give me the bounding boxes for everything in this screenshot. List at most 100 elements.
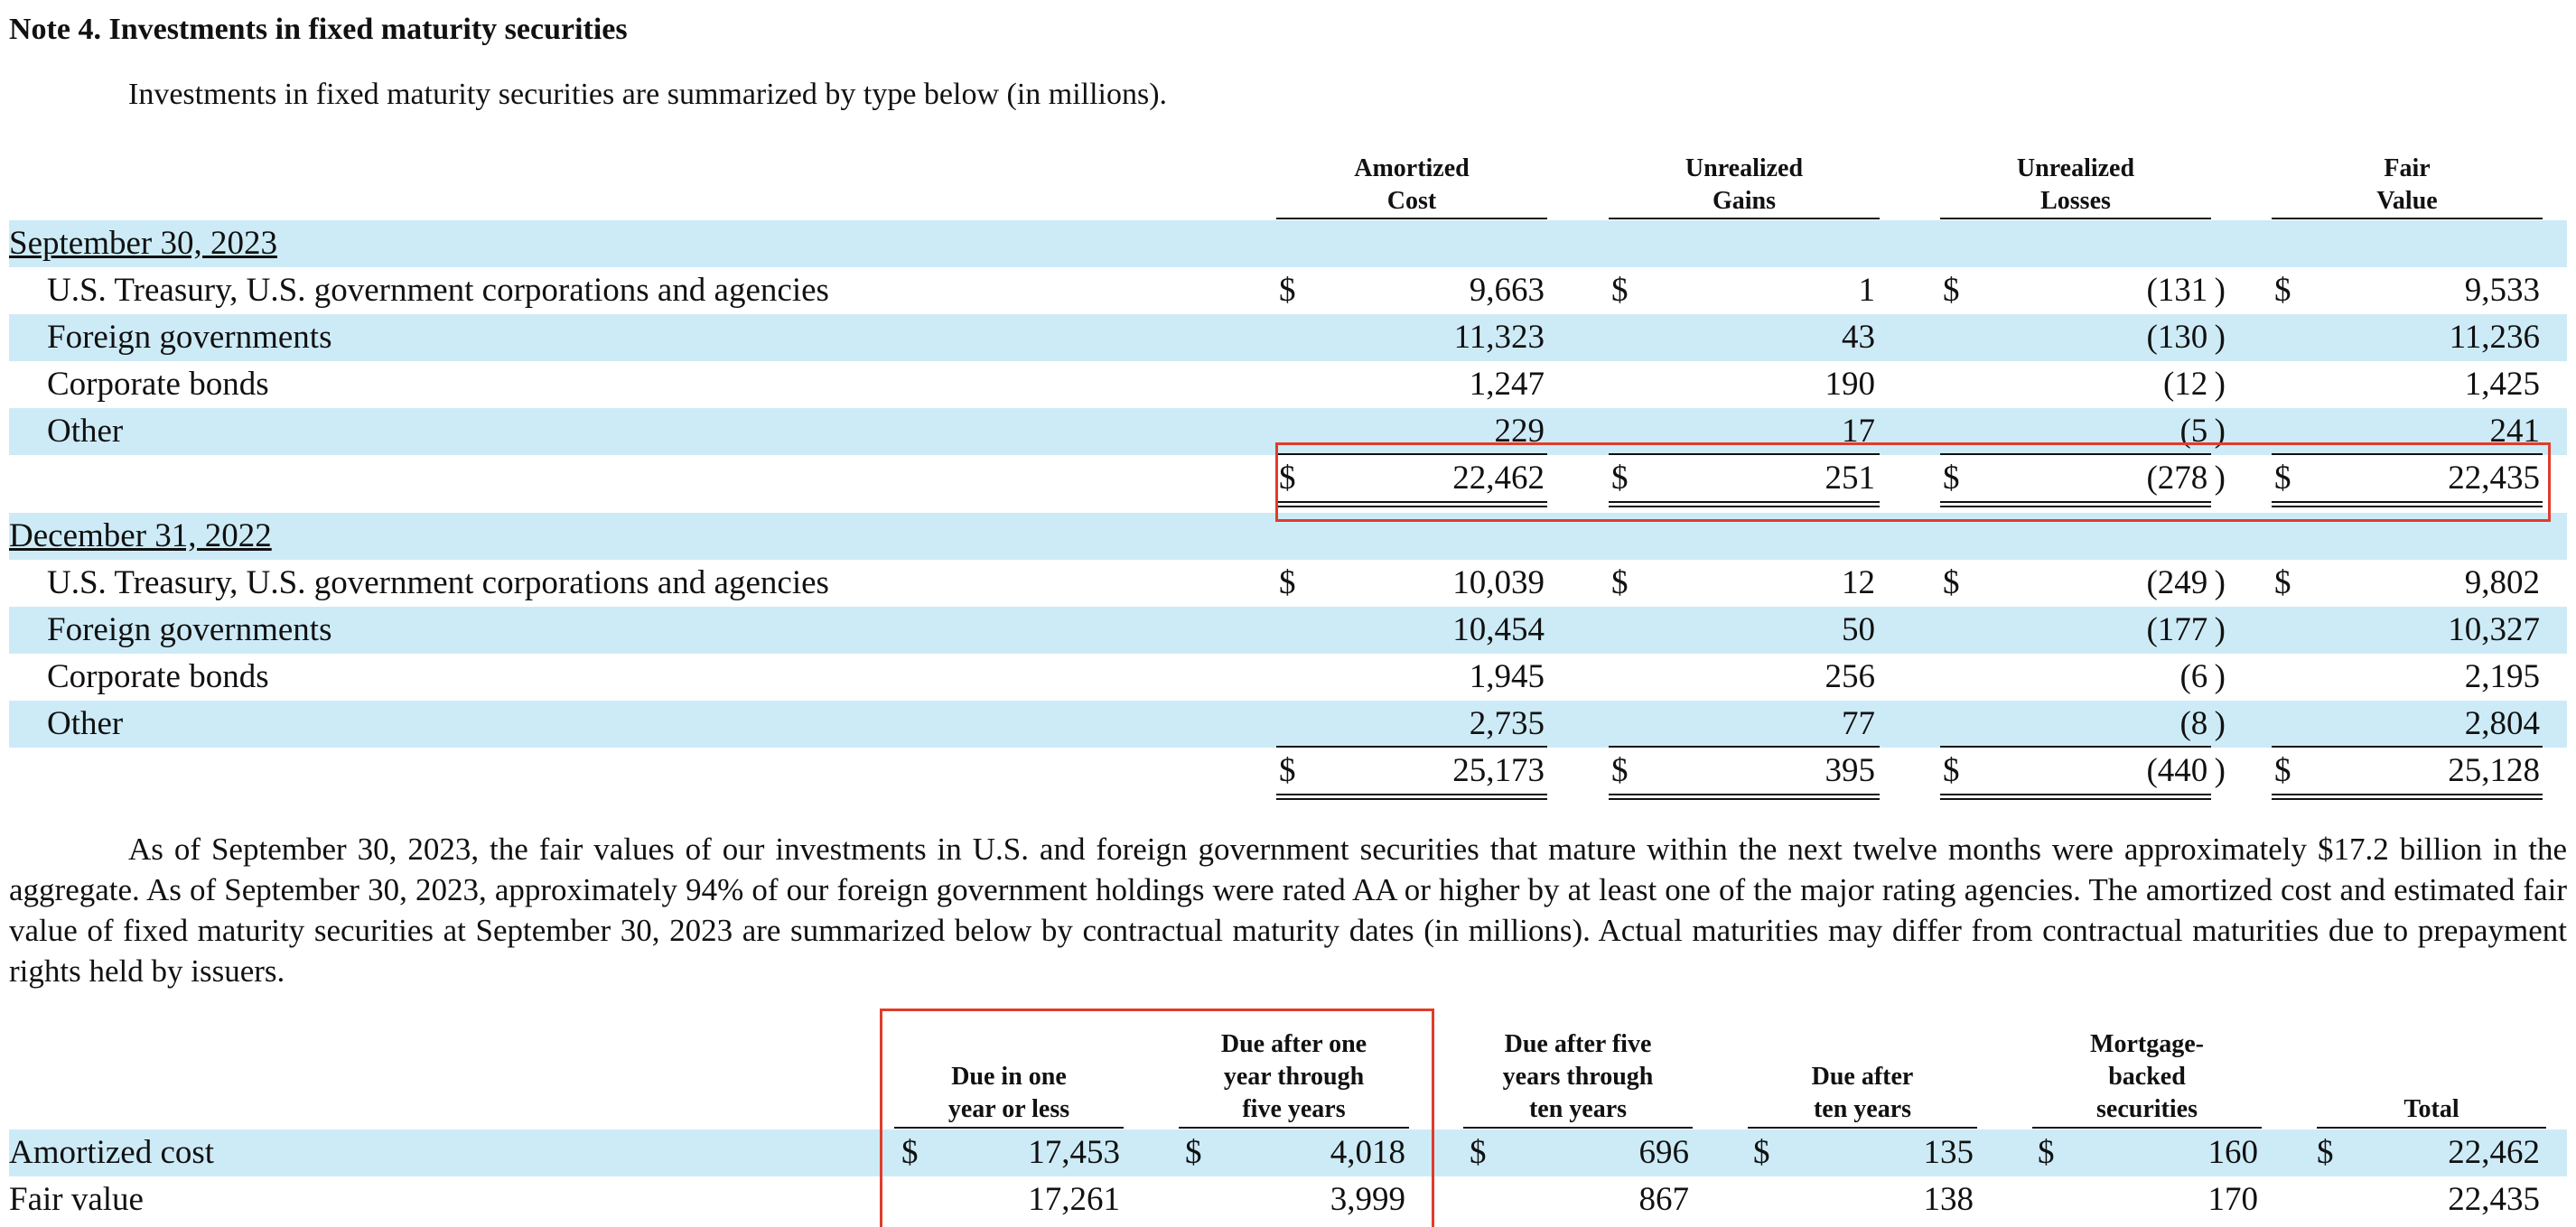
column-header: Unrealized	[2016, 154, 2135, 182]
dollar-sign: $	[1943, 272, 1960, 309]
column-header: Unrealized	[1685, 154, 1804, 182]
dollar-sign: $	[2274, 564, 2291, 601]
column-header: Gains	[1712, 187, 1777, 215]
dollar-sign: $	[1943, 564, 1960, 601]
header-rule	[2317, 1127, 2546, 1129]
row-label: U.S. Treasury, U.S. government corporati…	[47, 564, 829, 601]
subtotal-rule	[2272, 746, 2543, 748]
dollar-sign: $	[1611, 460, 1629, 497]
dollar-sign: $	[1279, 564, 1296, 601]
table-cell-value: 135	[1923, 1134, 1974, 1171]
column-header: ten years	[1813, 1095, 1912, 1123]
total-value: 22,462	[1452, 460, 1545, 497]
header-rule	[2272, 218, 2543, 219]
header-rule	[1609, 218, 1880, 219]
total-value: 25,128	[2448, 752, 2540, 789]
dollar-sign: $	[1470, 1134, 1487, 1171]
column-header: backed	[2108, 1063, 2186, 1091]
table-cell-value: 11,323	[1453, 319, 1545, 356]
table-cell-value: 77	[1842, 705, 1875, 742]
row-label: Foreign governments	[47, 319, 332, 356]
subtotal-rule	[1276, 746, 1547, 748]
row-band	[9, 1129, 2567, 1176]
table-cell-value: 9,663	[1469, 272, 1545, 309]
table-cell-value: 256	[1825, 658, 1876, 695]
total-value: 25,173	[1452, 752, 1545, 789]
table-cell-value: 170	[2207, 1181, 2259, 1218]
column-header: Fair	[2384, 154, 2431, 182]
table-cell-value: 10,454	[1452, 611, 1545, 648]
row-label: Amortized cost	[9, 1134, 215, 1171]
table-cell-value: 50	[1842, 611, 1875, 648]
subtotal-rule	[1276, 453, 1547, 455]
row-label: Foreign governments	[47, 611, 332, 648]
table-cell-value: 17,453	[1028, 1134, 1120, 1171]
highlight-short-maturity-columns	[880, 1009, 1434, 1227]
table-cell-value: 12	[1842, 564, 1875, 601]
dollar-sign: $	[1185, 1134, 1202, 1171]
table-cell-value: 1,247	[1469, 366, 1545, 403]
table-cell-value: (6 )	[2179, 658, 2226, 695]
table-cell-value: 867	[1638, 1181, 1690, 1218]
intro-text: Investments in fixed maturity securities…	[128, 78, 1168, 111]
subtotal-rule	[1609, 453, 1880, 455]
total-double-rule	[1940, 501, 2211, 507]
column-header: Losses	[2040, 187, 2111, 215]
table-cell-value: 138	[1923, 1181, 1974, 1218]
row-band	[9, 220, 2567, 267]
dollar-sign: $	[1279, 460, 1296, 497]
dollar-sign: $	[2317, 1134, 2334, 1171]
row-band	[9, 408, 2567, 455]
row-label: Corporate bonds	[47, 658, 269, 695]
table-cell-value: 696	[1638, 1134, 1690, 1171]
column-header: year or less	[947, 1095, 1070, 1123]
note-title: Note 4. Investments in fixed maturity se…	[9, 13, 628, 46]
dollar-sign: $	[1279, 752, 1296, 789]
header-rule	[1940, 218, 2211, 219]
subtotal-rule	[1940, 746, 2211, 748]
maturity-paragraph: As of September 30, 2023, the fair value…	[9, 832, 2567, 989]
header-rule	[1463, 1127, 1693, 1129]
header-rule	[1748, 1127, 1977, 1129]
dollar-sign: $	[1279, 272, 1296, 309]
dollar-sign: $	[1611, 564, 1629, 601]
table-cell-value: 2,804	[2464, 705, 2540, 742]
total-double-rule	[1940, 794, 2211, 800]
column-header: Total	[2403, 1095, 2459, 1123]
total-value: (278 )	[2146, 460, 2226, 497]
column-header: Cost	[1386, 187, 1437, 215]
total-value: 395	[1825, 752, 1876, 789]
row-label: Other	[47, 413, 124, 450]
dollar-sign: $	[1943, 752, 1960, 789]
column-header: Due after	[1811, 1063, 1914, 1091]
total-double-rule	[1609, 794, 1880, 800]
table-cell-value: 3,999	[1330, 1181, 1405, 1218]
column-header: five years	[1242, 1095, 1346, 1123]
table-cell-value: 43	[1842, 319, 1875, 356]
row-label: Fair value	[9, 1181, 144, 1218]
table-cell-value: 1	[1858, 272, 1876, 309]
table-cell-value: 22,435	[2448, 1181, 2540, 1218]
table-cell-value: (12 )	[2162, 366, 2226, 403]
table-cell-value: 190	[1825, 366, 1876, 403]
column-header: Value	[2376, 187, 2438, 215]
table-cell-value: 160	[2207, 1134, 2259, 1171]
subtotal-rule	[2272, 453, 2543, 455]
total-value: (440 )	[2146, 752, 2226, 789]
dollar-sign: $	[1943, 460, 1960, 497]
table-cell-value: 1,425	[2464, 366, 2540, 403]
dollar-sign: $	[1611, 272, 1629, 309]
table-cell-value: 2,195	[2464, 658, 2540, 695]
table-cell-value: 4,018	[1330, 1134, 1405, 1171]
column-header: securities	[2096, 1095, 2198, 1123]
section-title: September 30, 2023	[9, 225, 277, 262]
dollar-sign: $	[2274, 272, 2291, 309]
row-label: Corporate bonds	[47, 366, 269, 403]
table-cell-value: 22,462	[2448, 1134, 2540, 1171]
header-rule	[1179, 1127, 1409, 1129]
column-header: Due in one	[951, 1063, 1067, 1091]
total-double-rule	[1276, 501, 1547, 507]
table-cell-value: (177 )	[2146, 611, 2226, 648]
table-cell-value: 10,039	[1452, 564, 1545, 601]
subtotal-rule	[1940, 453, 2211, 455]
